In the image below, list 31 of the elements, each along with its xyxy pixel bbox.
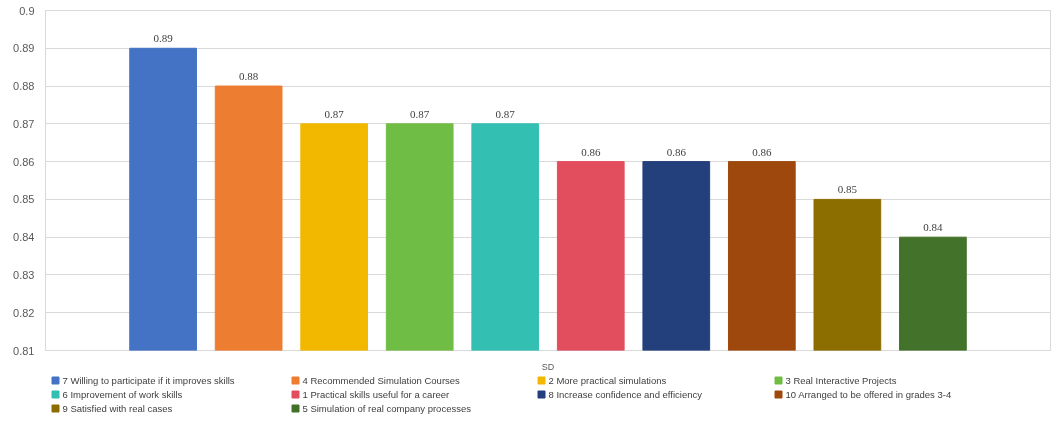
- y-tick-label: 0.9: [19, 4, 35, 17]
- y-tick-label: 0.88: [13, 80, 35, 93]
- y-tick-label: 0.86: [13, 155, 35, 168]
- y-tick-label: 0.83: [13, 268, 35, 281]
- legend-label: 4 Recommended Simulation Courses: [302, 375, 461, 386]
- data-label: 0.87: [324, 107, 345, 120]
- data-label: 0.86: [752, 145, 772, 158]
- data-label: 0.86: [581, 145, 601, 158]
- legend-label: 10 Arranged to be offered in grades 3-4: [785, 389, 952, 400]
- legend-label: 7 Willing to participate if it improves skills: [62, 375, 235, 386]
- legend-label: 9 Satisfied with real cases: [62, 403, 173, 414]
- legend-label: 3 Real Interactive Projects: [785, 375, 897, 386]
- y-tick-label: 0.84: [13, 231, 35, 244]
- data-label: 0.88: [239, 70, 259, 83]
- y-tick-label: 0.87: [13, 117, 35, 130]
- data-label: 0.87: [495, 107, 516, 120]
- legend-label: 5 Simulation of real company processes: [302, 403, 472, 414]
- data-label: 0.89: [153, 32, 174, 45]
- legend-label: 1 Practical skills useful for a career: [302, 389, 450, 400]
- data-label: 0.84: [923, 221, 944, 234]
- data-label: 0.85: [837, 183, 858, 196]
- data-label: 0.87: [410, 107, 430, 120]
- y-tick-label: 0.89: [13, 42, 35, 55]
- legend-label: 8 Increase confidence and efficiency: [548, 389, 703, 400]
- y-tick-label: 0.85: [13, 193, 35, 206]
- legend-label: 2 More practical simulations: [548, 375, 667, 386]
- legend-label: 6 Improvement of work skills: [62, 389, 183, 400]
- x-tick-label: SD: [541, 361, 555, 372]
- data-label: 0.86: [666, 145, 687, 158]
- y-tick-label: 0.82: [13, 306, 35, 319]
- y-tick-label: 0.81: [13, 344, 35, 357]
